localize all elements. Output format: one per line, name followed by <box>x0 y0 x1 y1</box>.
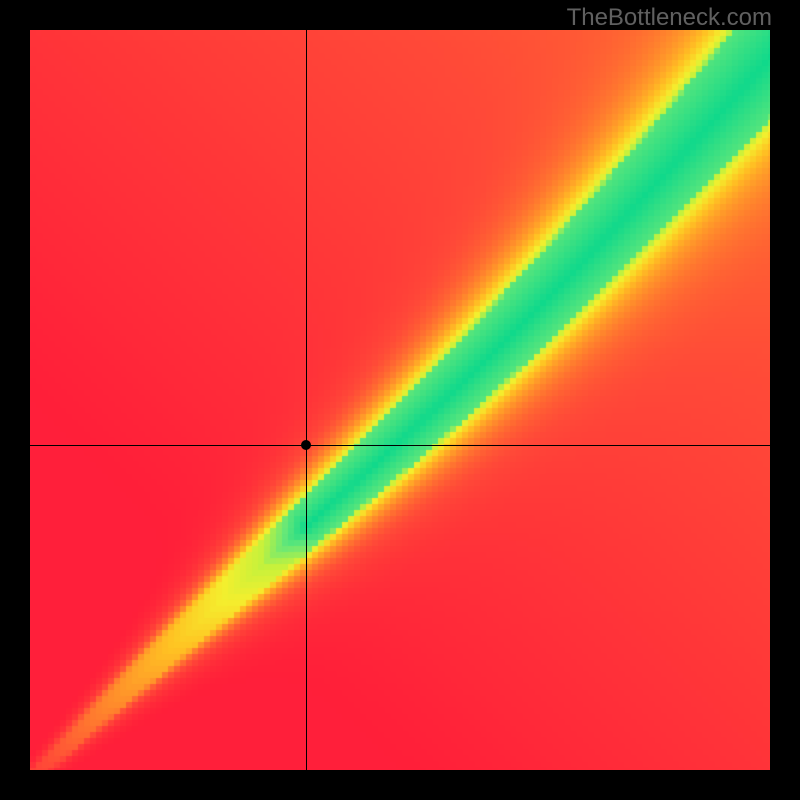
crosshair-vertical <box>306 30 307 770</box>
bottleneck-heatmap <box>30 30 770 770</box>
crosshair-horizontal <box>30 445 770 446</box>
watermark-label: TheBottleneck.com <box>567 4 772 32</box>
chart-stage: TheBottleneck.com <box>0 0 800 800</box>
